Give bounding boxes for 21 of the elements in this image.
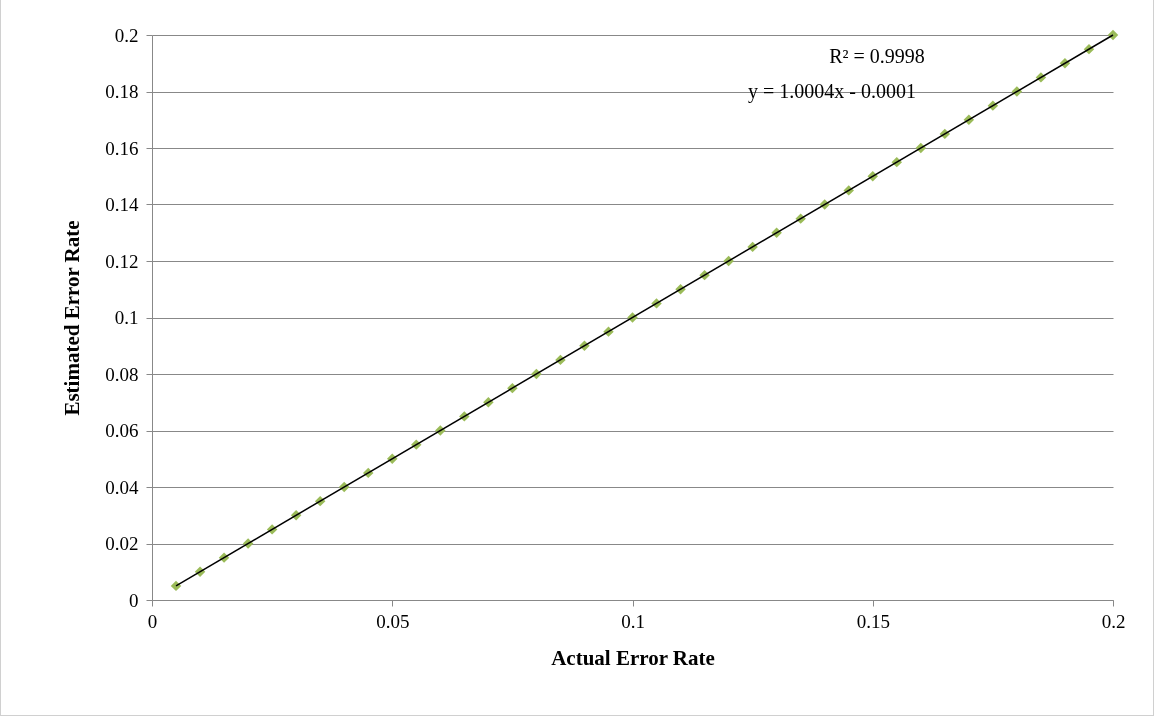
x-tick-label: 0: [147, 610, 158, 632]
annotation: R² = 0.9998: [829, 45, 925, 67]
x-tick-label: 0.2: [1101, 610, 1126, 632]
y-tick-label: 0: [129, 589, 139, 611]
x-tick-label: 0.1: [621, 610, 645, 632]
y-tick-label: 0.2: [114, 24, 139, 46]
y-tick-label: 0.14: [105, 194, 139, 215]
x-axis-title: Actual Error Rate: [551, 645, 715, 670]
y-tick-label: 0.18: [105, 81, 139, 102]
annotation: y = 1.0004x - 0.0001: [748, 80, 916, 103]
x-tick-label: 0.15: [856, 610, 890, 632]
y-tick-label: 0.02: [105, 533, 139, 554]
y-tick-label: 0.16: [105, 137, 139, 159]
point: [170, 580, 182, 592]
y-tick-label: 0.04: [105, 476, 139, 498]
y-tick-label: 0.08: [105, 363, 139, 385]
y-axis-title: Estimated Error Rate: [60, 220, 85, 416]
y-tick-label: 0.1: [114, 307, 139, 328]
x-tick-label: 0.05: [376, 610, 410, 632]
y-tick-label: 0.12: [105, 250, 139, 272]
y-tick-label: 0.06: [105, 420, 139, 441]
